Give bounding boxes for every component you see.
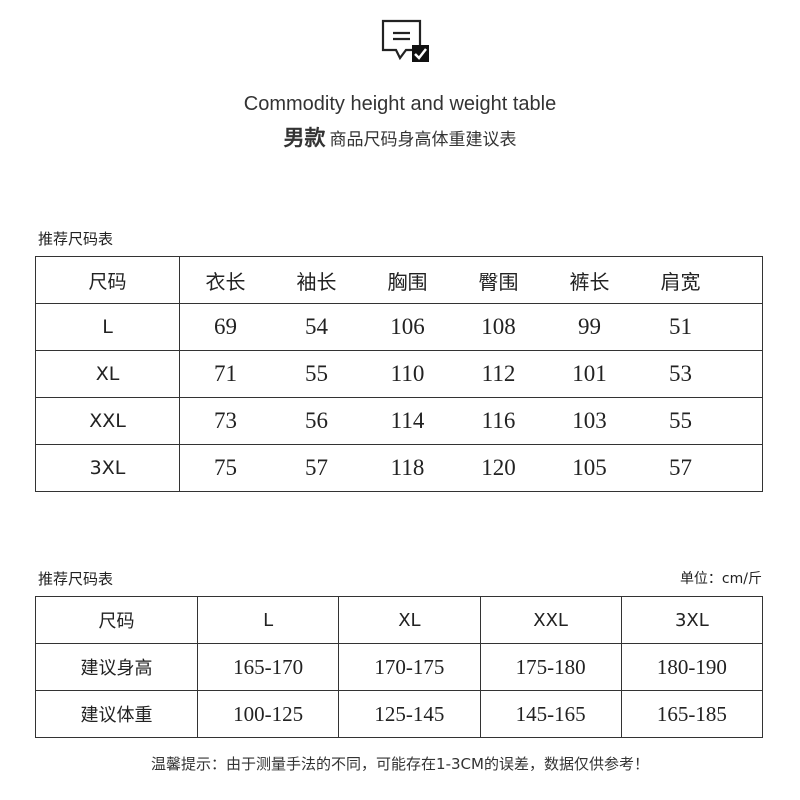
title-text: 商品尺码身高体重建议表	[329, 130, 517, 150]
table-row: 建议体重 100-125 125-145 145-165 165-185	[35, 690, 764, 738]
table-cell: L	[35, 303, 180, 351]
table-cell: 100-125	[196, 690, 340, 738]
table-cell: 106	[390, 314, 425, 339]
table-cell: 112	[481, 361, 516, 386]
table-row: 建议身高 165-170 170-175 175-180 180-190	[35, 643, 764, 691]
column-header: 臀围	[478, 269, 519, 294]
table-cell: 55	[305, 361, 328, 386]
header-row: 尺码 衣长 袖长 胸围 臀围 裤长 肩宽	[35, 256, 763, 304]
table-cell: 73	[214, 408, 237, 433]
table-cell: 99	[578, 314, 601, 339]
table-cell: 165-185	[620, 690, 764, 738]
table-row: L 69 54 106 108 99 51	[35, 303, 763, 351]
empty-cell	[726, 257, 763, 304]
table-cell: 57	[669, 455, 692, 480]
table-cell: 71	[214, 361, 237, 386]
title-english: Commodity height and weight table	[243, 93, 557, 115]
table-cell: 116	[481, 408, 516, 433]
column-header: 袖长	[296, 269, 337, 294]
column-header: L	[196, 596, 340, 644]
table-row: 3XL 75 57 118 120 105 57	[35, 444, 763, 492]
table-cell: 110	[390, 361, 425, 386]
table-cell: 55	[669, 408, 692, 433]
empty-cell	[726, 304, 763, 351]
table-cell: 118	[390, 455, 425, 480]
table2-caption: 推荐尺码表	[38, 570, 114, 588]
table-cell: 建议体重	[35, 690, 198, 738]
message-check-icon	[381, 19, 429, 62]
table-cell: 69	[214, 314, 237, 339]
empty-cell	[726, 351, 763, 398]
column-header: 3XL	[620, 596, 764, 644]
table-cell: 120	[481, 455, 516, 480]
column-header: 尺码	[35, 256, 180, 304]
table-row: XL 71 55 110 112 101 53	[35, 350, 763, 398]
column-header: XL	[338, 596, 481, 644]
table-cell: 175-180	[479, 643, 622, 691]
unit-label: 单位：cm/斤	[679, 571, 762, 587]
recommendation-table: 尺码 L XL XXL 3XL 建议身高 165-170 170-175 175-180 180-…	[35, 596, 764, 738]
table-cell: 51	[669, 314, 692, 339]
table-cell: 180-190	[620, 643, 764, 691]
table-cell: 125-145	[338, 690, 481, 738]
table-cell: 165-170	[196, 643, 340, 691]
column-header: 胸围	[387, 269, 428, 294]
table-cell: 53	[669, 361, 692, 386]
table-cell: XXL	[35, 397, 180, 445]
size-table: 尺码 衣长 袖长 胸围 臀围 裤长 肩宽 L 69 54 106 108 99 51 XL 71 55 110 11…	[35, 256, 763, 492]
table-cell: 103	[572, 408, 607, 433]
table-row: XXL 73 56 114 116 103 55	[35, 397, 763, 445]
title-chinese: 男款 商品尺码身高体重建议表	[0, 122, 800, 152]
column-header: 尺码	[35, 596, 198, 644]
title-bold: 男款	[283, 126, 326, 150]
column-header: 裤长	[569, 269, 610, 294]
table-cell: 114	[390, 408, 425, 433]
empty-cell	[726, 398, 763, 445]
table-cell: 建议身高	[35, 643, 198, 691]
table-cell: 105	[572, 455, 607, 480]
table-cell: 145-165	[479, 690, 622, 738]
table-cell: 108	[481, 314, 516, 339]
table-cell: 56	[305, 408, 328, 433]
table-cell: 170-175	[338, 643, 481, 691]
column-header: 肩宽	[660, 269, 701, 294]
table-cell: 57	[305, 455, 328, 480]
column-header: XXL	[479, 596, 622, 644]
table-cell: 101	[572, 361, 607, 386]
table-cell: XL	[35, 350, 180, 398]
column-header: 衣长	[205, 269, 246, 294]
table1-caption: 推荐尺码表	[38, 230, 114, 248]
table-cell: 3XL	[35, 444, 180, 492]
empty-cell	[726, 445, 763, 492]
table-cell: 75	[214, 455, 237, 480]
tip-note: 温馨提示：由于测量手法的不同，可能存在1-3CM的误差，数据仅供参考！	[151, 755, 649, 773]
header-row: 尺码 L XL XXL 3XL	[35, 596, 764, 644]
table-cell: 54	[305, 314, 328, 339]
